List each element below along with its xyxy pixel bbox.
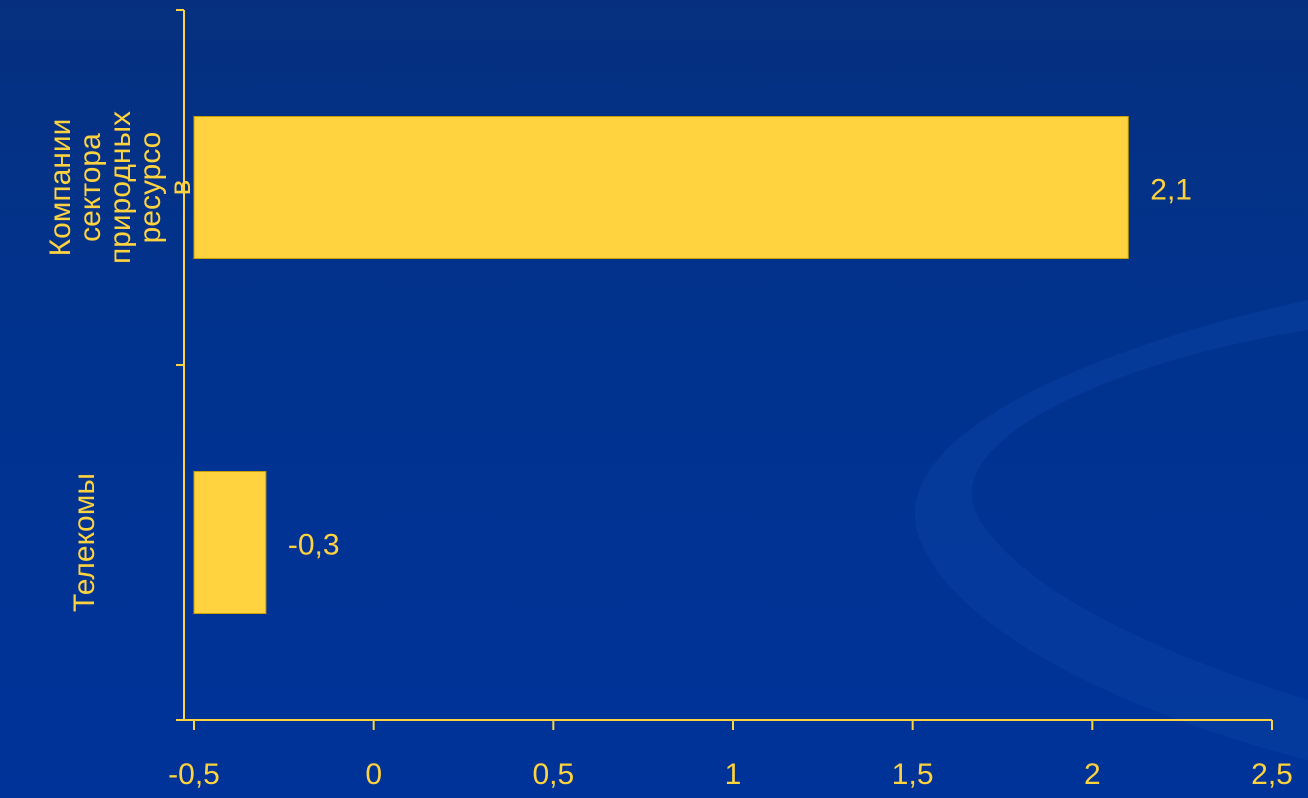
category-label-line: сектора [74, 133, 107, 242]
category-label-1: Телекомы [68, 473, 101, 612]
category-label-line: Компании [44, 119, 77, 257]
value-tick-label: 1 [725, 758, 742, 791]
bar-1 [193, 471, 267, 614]
value-tick-label: -0,5 [168, 758, 220, 791]
background-swoosh-shape [914, 300, 1308, 760]
bar-0 [193, 116, 1129, 259]
category-label-line: в [164, 180, 197, 196]
category-label-line: Телекомы [68, 473, 101, 612]
value-tick-label: 0 [365, 758, 382, 791]
background-swoosh [914, 300, 1308, 760]
value-tick-label: 0,5 [532, 758, 574, 791]
data-label-1: -0,3 [288, 529, 340, 562]
value-tick-label: 2,5 [1251, 758, 1293, 791]
value-tick-label: 2 [1084, 758, 1101, 791]
category-label-line: природных [104, 111, 137, 264]
category-label-line: ресурсо [134, 132, 167, 244]
chart-labels: -0,5 0 0,5 1 1,5 2 2,5 2,1 -0,3 Компаниисекторапр… [44, 111, 1293, 791]
chart-axes [176, 9, 1273, 730]
chart-bars [193, 116, 1129, 614]
data-label-0: 2,1 [1150, 174, 1192, 207]
value-tick-label: 1,5 [892, 758, 934, 791]
